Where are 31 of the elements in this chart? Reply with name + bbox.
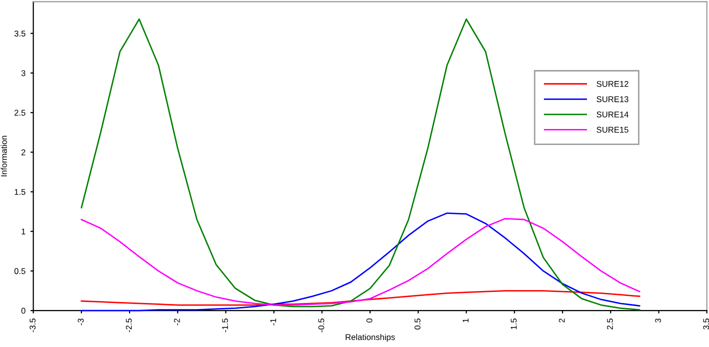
y-tick-label: 3.5 — [14, 30, 26, 37]
legend-label: SURE12 — [596, 80, 628, 87]
y-tick-label: 0.5 — [14, 268, 26, 274]
x-tick-label: -1 — [270, 318, 276, 326]
y-tick-label: 2.5 — [14, 110, 26, 116]
y-tick-label: 2 — [21, 149, 26, 156]
line-series — [80, 18, 640, 310]
y-axis-title: Information — [0, 136, 7, 176]
x-tick-label: -0.5 — [318, 318, 324, 332]
line-series — [80, 290, 640, 306]
y-tick-label: 1 — [22, 228, 26, 234]
y-tick-label: 1.5 — [14, 189, 26, 195]
x-tick-label: 0 — [366, 318, 372, 323]
x-tick-label: 0.5 — [414, 318, 420, 330]
x-tick-label: -3.5 — [30, 318, 36, 332]
x-tick-label: 2 — [558, 318, 565, 322]
legend-label: SURE14 — [596, 112, 628, 118]
legend-label: SURE13 — [596, 96, 628, 102]
x-tick-label: 1.5 — [510, 318, 517, 330]
y-tick-label: 0 — [21, 308, 26, 314]
x-tick-label: 3.5 — [703, 318, 709, 330]
x-tick-label: -2.5 — [126, 318, 132, 332]
y-tick-label: 3 — [21, 70, 26, 76]
legend-label: SURE15 — [596, 126, 628, 133]
x-tick-label: -1.5 — [222, 318, 228, 332]
x-tick-label: 2.5 — [606, 318, 613, 330]
x-tick-label: -2 — [174, 318, 180, 326]
x-tick-label: -3 — [78, 318, 84, 326]
x-tick-label: 1 — [462, 318, 468, 322]
x-axis-title: Relationships — [346, 334, 395, 342]
x-tick-label: 3 — [655, 318, 661, 323]
